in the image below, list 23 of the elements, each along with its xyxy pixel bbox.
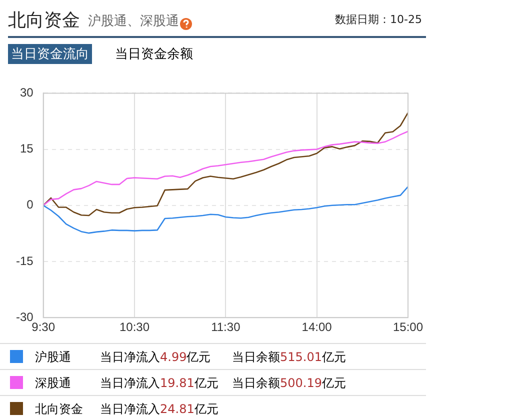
y-tick-label: -30 [16, 310, 34, 324]
x-tick-label: 11:30 [211, 320, 241, 334]
x-tick-label: 9:30 [32, 320, 56, 334]
y-tick-label: -15 [16, 254, 34, 268]
text: 当日余额500.19亿元 [232, 376, 346, 390]
chart-title: 北向资金 [8, 9, 80, 32]
text: 当日余额515.01亿元 [232, 350, 346, 364]
y-tick-label: 0 [26, 198, 34, 212]
text: 当日净流入24.81亿元 [100, 402, 218, 416]
y-tick-label: 30 [20, 86, 34, 100]
x-tick-label: 10:30 [119, 320, 150, 334]
y-tick-label: 15 [20, 142, 34, 156]
text: 数据日期：10-25 [335, 12, 422, 27]
legend-label: 沪股通 [35, 349, 71, 366]
text: 当日净流入4.99亿元 [100, 350, 211, 364]
text: 当日资金流向 [8, 44, 92, 64]
x-tick-label: 15:00 [392, 320, 424, 334]
legend-label: 北向资金 [35, 401, 83, 418]
x-tick-label: 14:00 [302, 320, 332, 334]
legend-label: 深股通 [35, 375, 71, 392]
chart-subtitle: 沪股通、深股通 [88, 13, 179, 30]
text: 当日资金余额 [114, 46, 194, 64]
text: 当日净流入19.81亿元 [100, 376, 218, 390]
